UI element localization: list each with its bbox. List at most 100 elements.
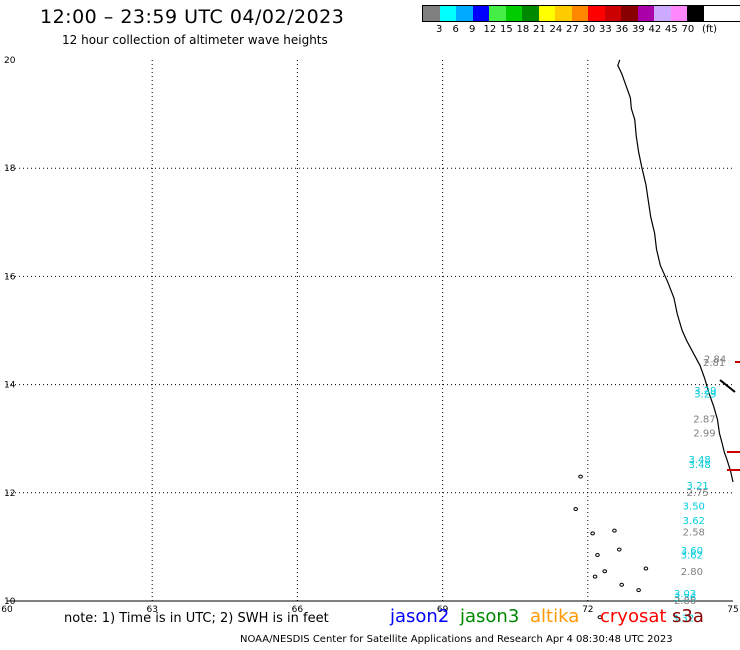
legend-swatch	[423, 6, 440, 21]
x-tick-label: 63	[146, 605, 157, 615]
x-tick-labels: 60 63 66 69 72 75	[1, 605, 738, 615]
legend-color-bar	[422, 5, 740, 22]
legend-swatch	[555, 6, 572, 21]
legend-label: 9	[469, 24, 476, 35]
wave-height-value: 3.62	[681, 550, 703, 561]
footer-note: note: 1) Time is in UTC; 2) SWH is in fe…	[64, 611, 329, 626]
wave-height-value: 3.50	[683, 502, 705, 513]
legend-label: 21	[533, 24, 546, 35]
island	[573, 507, 579, 512]
wave-height-legend: 3 6 9 12 15 18 21 24 27 30 33 36 39 42 45 70 (ft)	[422, 5, 740, 36]
legend-swatch	[637, 6, 654, 21]
island	[616, 547, 622, 552]
map-grid	[7, 60, 733, 601]
island	[595, 553, 600, 558]
island	[612, 528, 617, 533]
legend-swatch	[670, 6, 687, 21]
satellite-track-marks	[719, 361, 740, 471]
legend-swatch	[604, 6, 621, 21]
wave-height-value: 3.32	[672, 614, 694, 625]
legend-swatch	[489, 6, 506, 21]
legend-swatch	[687, 6, 704, 21]
satellite-label-jason2: jason2	[390, 606, 450, 627]
wave-height-value: 3.03	[674, 589, 696, 600]
island	[619, 582, 624, 587]
legend-swatch	[456, 6, 473, 21]
wave-height-value: 3.29	[694, 386, 716, 397]
wave-height-value: 3.36	[674, 593, 696, 604]
wave-height-value: 2.58	[683, 528, 705, 539]
map-subtitle: 12 hour collection of altimeter wave hei…	[62, 33, 328, 47]
y-tick-label: 16	[4, 272, 16, 282]
legend-unit: (ft)	[702, 24, 718, 35]
y-tick-label: 20	[4, 56, 16, 66]
coast-detail-mark	[719, 379, 736, 393]
legend-swatch	[588, 6, 605, 21]
legend-swatch	[522, 6, 539, 21]
wave-height-value: 3.60	[681, 546, 703, 557]
island	[578, 474, 583, 479]
legend-label: 45	[665, 24, 678, 35]
legend-swatch	[505, 6, 522, 21]
legend-label: 33	[599, 24, 612, 35]
satellite-label-s3a: s3a	[672, 606, 704, 627]
x-tick-label: 69	[437, 605, 449, 615]
legend-swatch	[654, 6, 671, 21]
x-tick-label: 66	[292, 605, 304, 615]
y-tick-label: 18	[4, 164, 16, 174]
legend-label: 42	[648, 24, 662, 35]
island	[602, 569, 608, 574]
legend-label: 3	[436, 24, 443, 35]
legend-swatch	[571, 6, 588, 21]
island	[592, 574, 598, 579]
legend-swatch	[538, 6, 555, 21]
legend-label: 12	[483, 24, 497, 35]
coastline	[617, 59, 734, 483]
legend-label: 18	[516, 24, 530, 35]
wave-height-value: 3.29	[694, 390, 716, 401]
legend-label: 24	[549, 24, 563, 35]
y-tick-labels: 20 18 16 14 12 10	[4, 56, 16, 607]
legend-swatch	[621, 6, 638, 21]
wave-height-value: 3.62	[683, 516, 705, 527]
legend-label: 15	[500, 24, 513, 35]
wave-height-value: 2.80	[681, 567, 703, 578]
y-tick-label: 10	[4, 597, 16, 607]
x-tick-label: 75	[727, 605, 738, 615]
wave-height-annotations: 2.842.81 3.293.29 2.87 2.99 3.483.48 3.212.75…	[672, 354, 726, 624]
island	[597, 615, 603, 620]
satellite-label-cryosat: cryosat	[600, 606, 667, 627]
legend-label: 6	[452, 24, 459, 35]
legend-label: 39	[632, 24, 645, 35]
x-tick-label: 72	[582, 605, 593, 615]
wave-height-value: 3.48	[688, 460, 710, 471]
x-tick-label: 60	[1, 605, 13, 615]
coastline-path	[617, 59, 734, 483]
legend-labels: 3 6 9 12 15 18 21 24 27 30 33 36 39 42 45 70 (ft)	[422, 22, 740, 36]
legend-label: 70	[681, 24, 695, 35]
legend-swatch	[472, 6, 489, 21]
island-shapes	[573, 474, 649, 620]
legend-swatch	[439, 6, 456, 21]
island	[590, 531, 595, 536]
wave-height-value: 3.21	[687, 481, 709, 492]
satellite-label-altika: altika	[530, 606, 580, 627]
wave-height-value: 3.48	[688, 455, 710, 466]
legend-label: 27	[566, 24, 579, 35]
island	[636, 588, 641, 593]
legend-label: 36	[615, 24, 629, 35]
footer-credit: NOAA/NESDIS Center for Satellite Applica…	[240, 634, 673, 645]
wave-height-value: 2.81	[703, 358, 725, 369]
wave-height-value: 2.75	[687, 488, 709, 499]
wave-height-value: 2.84	[704, 354, 726, 365]
y-tick-label: 12	[4, 489, 15, 499]
wave-height-value: 2.99	[693, 429, 715, 440]
wave-height-value: 2.87	[693, 414, 715, 425]
island	[643, 566, 649, 571]
wave-height-value: 2.86	[674, 596, 696, 607]
y-tick-label: 14	[4, 381, 16, 391]
map-title: 12:00 – 23:59 UTC 04/02/2023	[40, 6, 345, 28]
legend-label: 30	[582, 24, 596, 35]
satellite-label-jason3: jason3	[460, 606, 520, 627]
